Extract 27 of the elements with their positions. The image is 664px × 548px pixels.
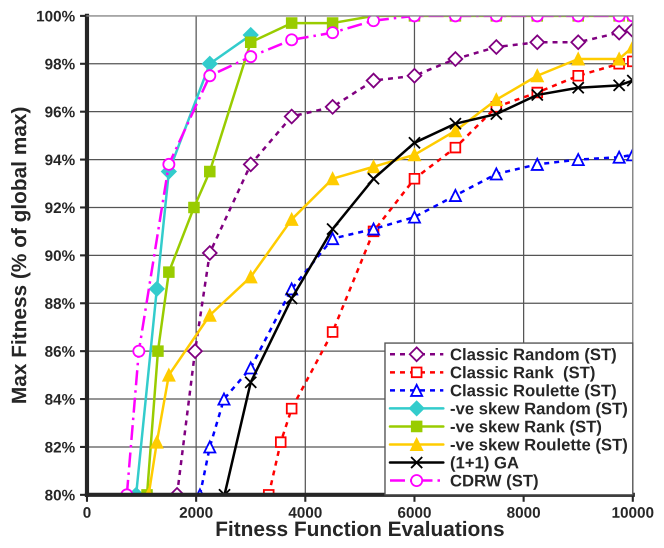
- y-tick-label: 100%: [37, 10, 75, 22]
- legend-label: (1+1) GA: [450, 456, 519, 472]
- y-tick-label: 92%: [45, 202, 75, 214]
- x-tick-label: 4000: [288, 507, 322, 518]
- y-tick-label: 88%: [45, 298, 75, 309]
- y-tick-label: 94%: [45, 154, 75, 166]
- y-tick-label: 96%: [45, 106, 75, 118]
- y-tick-label: 84%: [45, 394, 75, 405]
- y-tick-label: 86%: [45, 346, 75, 357]
- x-tick-label: 8000: [507, 507, 540, 518]
- x-axis-title: Fitness Function Evaluations: [216, 520, 504, 536]
- x-tick-label: 2000: [180, 507, 213, 518]
- x-tick-label: 10000: [612, 507, 654, 518]
- y-tick-label: 90%: [45, 250, 75, 262]
- legend-label: Classic Roulette (ST): [450, 384, 616, 400]
- y-tick-label: 80%: [45, 490, 75, 501]
- legend-label: Classic Rank (ST): [450, 366, 595, 382]
- legend-label: Classic Random (ST): [450, 348, 616, 364]
- legend-label: -ve skew Roulette (ST): [450, 438, 627, 454]
- x-tick-label: 6000: [398, 507, 431, 518]
- legend-label: -ve skew Rank (ST): [450, 420, 602, 436]
- y-tick-label: 82%: [45, 442, 75, 453]
- legend-label: -ve skew Random (ST): [450, 402, 627, 418]
- x-tick-label: 0: [83, 507, 91, 518]
- y-tick-label: 98%: [45, 58, 75, 70]
- legend-label: CDRW (ST): [450, 474, 538, 490]
- y-axis-title: Max Fitness (% of global max): [11, 108, 31, 403]
